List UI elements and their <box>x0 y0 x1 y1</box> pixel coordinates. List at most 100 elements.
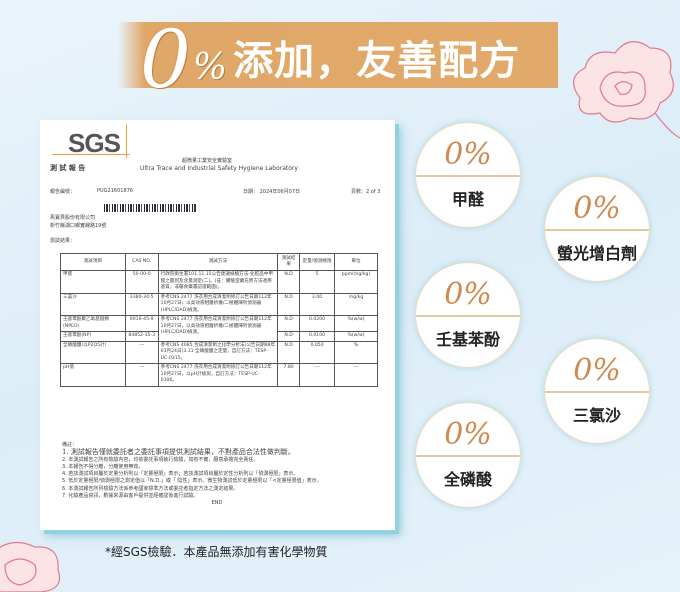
title-percent: % <box>192 47 228 88</box>
cell: 0.050 <box>299 340 335 364</box>
table-row: pH值 --- 參考CNS 2477 洗衣用合成清潔劑修訂公告日期112年10月… <box>60 363 378 387</box>
note-item: 1. 測試報告僅就委託者之委託事項提供測試結果，不對產品合法性做判斷。 <box>62 448 295 457</box>
cell: % <box>334 340 378 364</box>
badge-divider <box>416 315 520 317</box>
company-address: 新竹縣湖口鄉實踐路19號 <box>50 223 107 229</box>
barcode <box>104 204 196 212</box>
title-banner <box>118 22 558 88</box>
report-notes: 備註： 1. 測試報告僅就委託者之委託事項提供測試結果，不對產品合法性做判斷。 … <box>62 442 372 508</box>
badge-label: 三氯沙 <box>572 406 621 425</box>
cell: 參考CNS 2477 洗衣用合成清潔劑修訂公告日期112年10月27日，以高效液… <box>157 315 279 342</box>
report-no: PUG21601876 <box>97 188 133 194</box>
cell: N.D <box>277 292 301 316</box>
title-zero: 0 <box>140 13 191 106</box>
cell: 9016-45-9 <box>124 315 159 332</box>
cell: 7.80 <box>277 363 301 387</box>
cell: 甲醛 <box>60 270 126 294</box>
cell: 3380-34-5 <box>124 292 159 316</box>
badge-value: 0% <box>573 191 621 226</box>
peony-flower-bottom-left <box>0 541 61 592</box>
note-item: 4. 若該測試項目屬於定量分析則以「定量極限」表示；若該測試項目屬於定性分析則以… <box>62 471 299 478</box>
cell: 5 <box>299 270 335 294</box>
badge-phosphate: 0% 全磷酸 <box>415 402 521 508</box>
badge-nonylphenol: 0% 壬基苯酚 <box>415 262 521 368</box>
logo-line <box>126 124 127 158</box>
cell: 84852-15-3 <box>124 331 159 342</box>
badge-value: 0% <box>573 353 621 388</box>
cell: %(w/w) <box>334 315 378 332</box>
cell: 行政院衛生署101.11.15公告建議檢驗方法-化粧品中甲醛之鑑別及含量測定(二… <box>157 270 279 294</box>
badge-label: 螢光增白劑 <box>556 244 637 263</box>
lab-name-en: Ultra Trace and Industrial Safety Hygien… <box>140 165 298 172</box>
table-row: 全磷酸鹽(以P2O5計) --- 參考CNS 4085 合成清潔劑之化學分析法(… <box>60 340 378 364</box>
cell: 參考CNS 4085 合成清潔劑之化學分析法(公告日期88年03月24日)3.1… <box>157 340 279 364</box>
badge-label: 壬基苯酚 <box>435 330 500 349</box>
cell: 0.0200 <box>299 315 335 332</box>
note-item: 7. 化驗產品資訊，數據來源由客戶提供並經確認後進行試驗。 <box>62 493 199 500</box>
results-table: 測試項目 CAS NO. 測試方法 測試結果 定量/偵測極限 單位 甲醛 50-… <box>60 253 378 387</box>
col-header: 定量/偵測極限 <box>299 253 335 271</box>
badge-label: 全磷酸 <box>443 470 492 489</box>
badge-divider <box>545 229 649 231</box>
cell: 參考CNS 2477 洗衣用合成清潔劑修訂公告日期112年10月27日，以高效液… <box>157 292 279 316</box>
cell: N.D <box>277 331 301 342</box>
report-end: END <box>211 500 223 507</box>
badge-value: 0% <box>444 417 492 452</box>
cell: --- <box>334 363 378 387</box>
peony-flower-top-right <box>573 41 680 139</box>
note-item: 5. 低於定量極限/偵測極限之測定值以「N.D.」或「 陰性」表示。微生物測試低… <box>62 478 322 485</box>
doc-type: 測 試 報 告 <box>50 164 86 172</box>
cell: N.D <box>277 340 301 364</box>
cell: 三氯沙 <box>60 292 126 316</box>
badge-optical-brightener: 0% 螢光增白劑 <box>544 176 650 282</box>
cell: N.D <box>277 270 301 294</box>
cell: --- <box>124 340 159 364</box>
company-name: 馬寶貝股份有限公司 <box>50 215 96 221</box>
col-header: 測試方法 <box>157 253 279 271</box>
badge-divider <box>416 455 520 457</box>
col-header: 單位 <box>334 253 378 271</box>
badge-formaldehyde: 0% 甲醛 <box>415 122 521 228</box>
cell: %(w/w) <box>334 331 378 342</box>
report-page: 頁數：2 of 3 <box>351 189 381 195</box>
cell: 壬基苯酚(NP) <box>60 331 126 342</box>
table-row: 三氯沙 3380-34-5 參考CNS 2477 洗衣用合成清潔劑修訂公告日期1… <box>60 292 378 316</box>
badge-divider <box>416 175 520 177</box>
cell: 3.00 <box>299 292 335 316</box>
footer-disclaimer: *經SGS檢驗．本產品無添加有害化學物質 <box>105 545 328 559</box>
cell: --- <box>299 363 335 387</box>
cell: 0.0100 <box>299 331 335 342</box>
col-header: 測試項目 <box>60 253 126 271</box>
note-item: 3. 本報告不得分離，分離使用無效。 <box>62 463 144 470</box>
note-item: 2. 本測試報告之所有檢驗內容，均依委託事項執行檢驗，如有不實，願意承擔完全責任… <box>62 456 259 463</box>
cell: ppm(mg/kg) <box>334 270 378 294</box>
title-text: 添加，友善配方 <box>233 37 521 84</box>
cell: 全磷酸鹽(以P2O5計) <box>60 340 126 364</box>
page-title: 0 % 添加，友善配方 <box>140 10 520 100</box>
result-label: 測試結果： <box>50 238 76 244</box>
notes-label: 備註： <box>62 442 78 448</box>
logo-line <box>52 154 130 155</box>
table-header: 測試項目 CAS NO. 測試方法 測試結果 定量/偵測極限 單位 <box>60 253 378 271</box>
table-row: 壬基苯酚(NP) 84852-15-3 N.D 0.0100 %(w/w) <box>60 331 378 342</box>
table-row: 甲醛 50-00-0 行政院衛生署101.11.15公告建議檢驗方法-化粧品中甲… <box>60 270 378 294</box>
cell: 50-00-0 <box>124 270 159 294</box>
cell: pH值 <box>60 363 126 387</box>
table-row: 壬基苯酚聚乙氧基醚類(NPEO) 9016-45-9 參考CNS 2477 洗衣… <box>60 315 378 342</box>
sgs-logo: SGS <box>68 128 121 158</box>
col-header: 測試結果 <box>277 253 301 271</box>
report-no-label: 報告編號： <box>50 189 76 195</box>
badge-label: 甲醛 <box>451 190 484 209</box>
badge-value: 0% <box>444 277 492 312</box>
cell: N.D <box>277 315 301 332</box>
badge-triclosan: 0% 三氯沙 <box>544 338 650 444</box>
lab-name-cn: 超微量工業安全實驗室 <box>182 158 233 164</box>
badge-value: 0% <box>444 137 492 172</box>
report-date: 日期： 2024年06月07日 <box>243 189 301 195</box>
cell: mg/kg <box>334 292 378 316</box>
cell: 參考CNS 2477 洗衣用合成清潔劑修訂公告日期112年10月27日，以pH計… <box>157 363 279 387</box>
col-header: CAS NO. <box>124 253 159 271</box>
badge-divider <box>545 391 649 393</box>
sgs-test-report: SGS 測 試 報 告 超微量工業安全實驗室 Ultra Trace and I… <box>40 120 395 530</box>
cell: --- <box>124 363 159 387</box>
